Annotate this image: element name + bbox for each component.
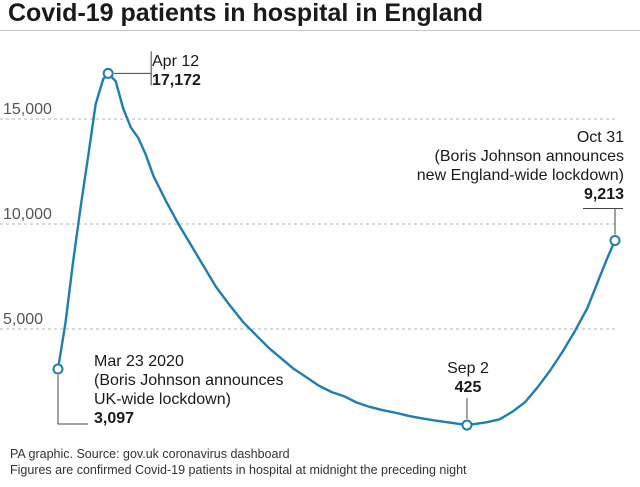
annotation-leader [57,374,88,425]
annotation-value: 9,213 [584,186,624,203]
data-point-marker [609,235,621,247]
footnote-text: Figures are confirmed Covid-19 patients … [10,463,467,477]
series-layer [56,72,617,427]
annotation-label: (Boris Johnson announces [94,372,283,389]
data-point-marker [102,67,114,79]
annotation-value: 3,097 [94,410,134,427]
source-text: PA graphic. Source: gov.uk coronavirus d… [10,447,290,461]
annotation-label: UK-wide lockdown) [94,391,231,408]
annotation-label: Sep 2 [447,360,489,377]
gridlines: 5,000 10,000 15,000 [0,101,615,330]
y-tick-label: 15,000 [3,101,52,118]
annotation-value: 17,172 [152,72,201,89]
annotations: Mar 23 2020 (Boris Johnson announces UK-wi… [52,51,624,431]
series-line [56,72,617,427]
chart-title: Covid-19 patients in hospital in England [8,0,483,27]
annotation-label: Mar 23 2020 [94,353,184,370]
annotation-label: (Boris Johnson announces [435,148,624,165]
y-tick-label: 10,000 [3,206,52,223]
annotation-label: new England-wide lockdown) [417,167,624,184]
annotation-leader [583,208,623,235]
annotation-value: 425 [455,379,482,396]
y-tick-label: 5,000 [3,311,43,328]
annotation-label: Apr 12 [152,53,199,70]
data-point-marker [461,419,473,431]
annotation-label: Oct 31 [577,129,624,146]
annotation-leader [114,51,152,86]
data-point-marker [52,363,64,375]
